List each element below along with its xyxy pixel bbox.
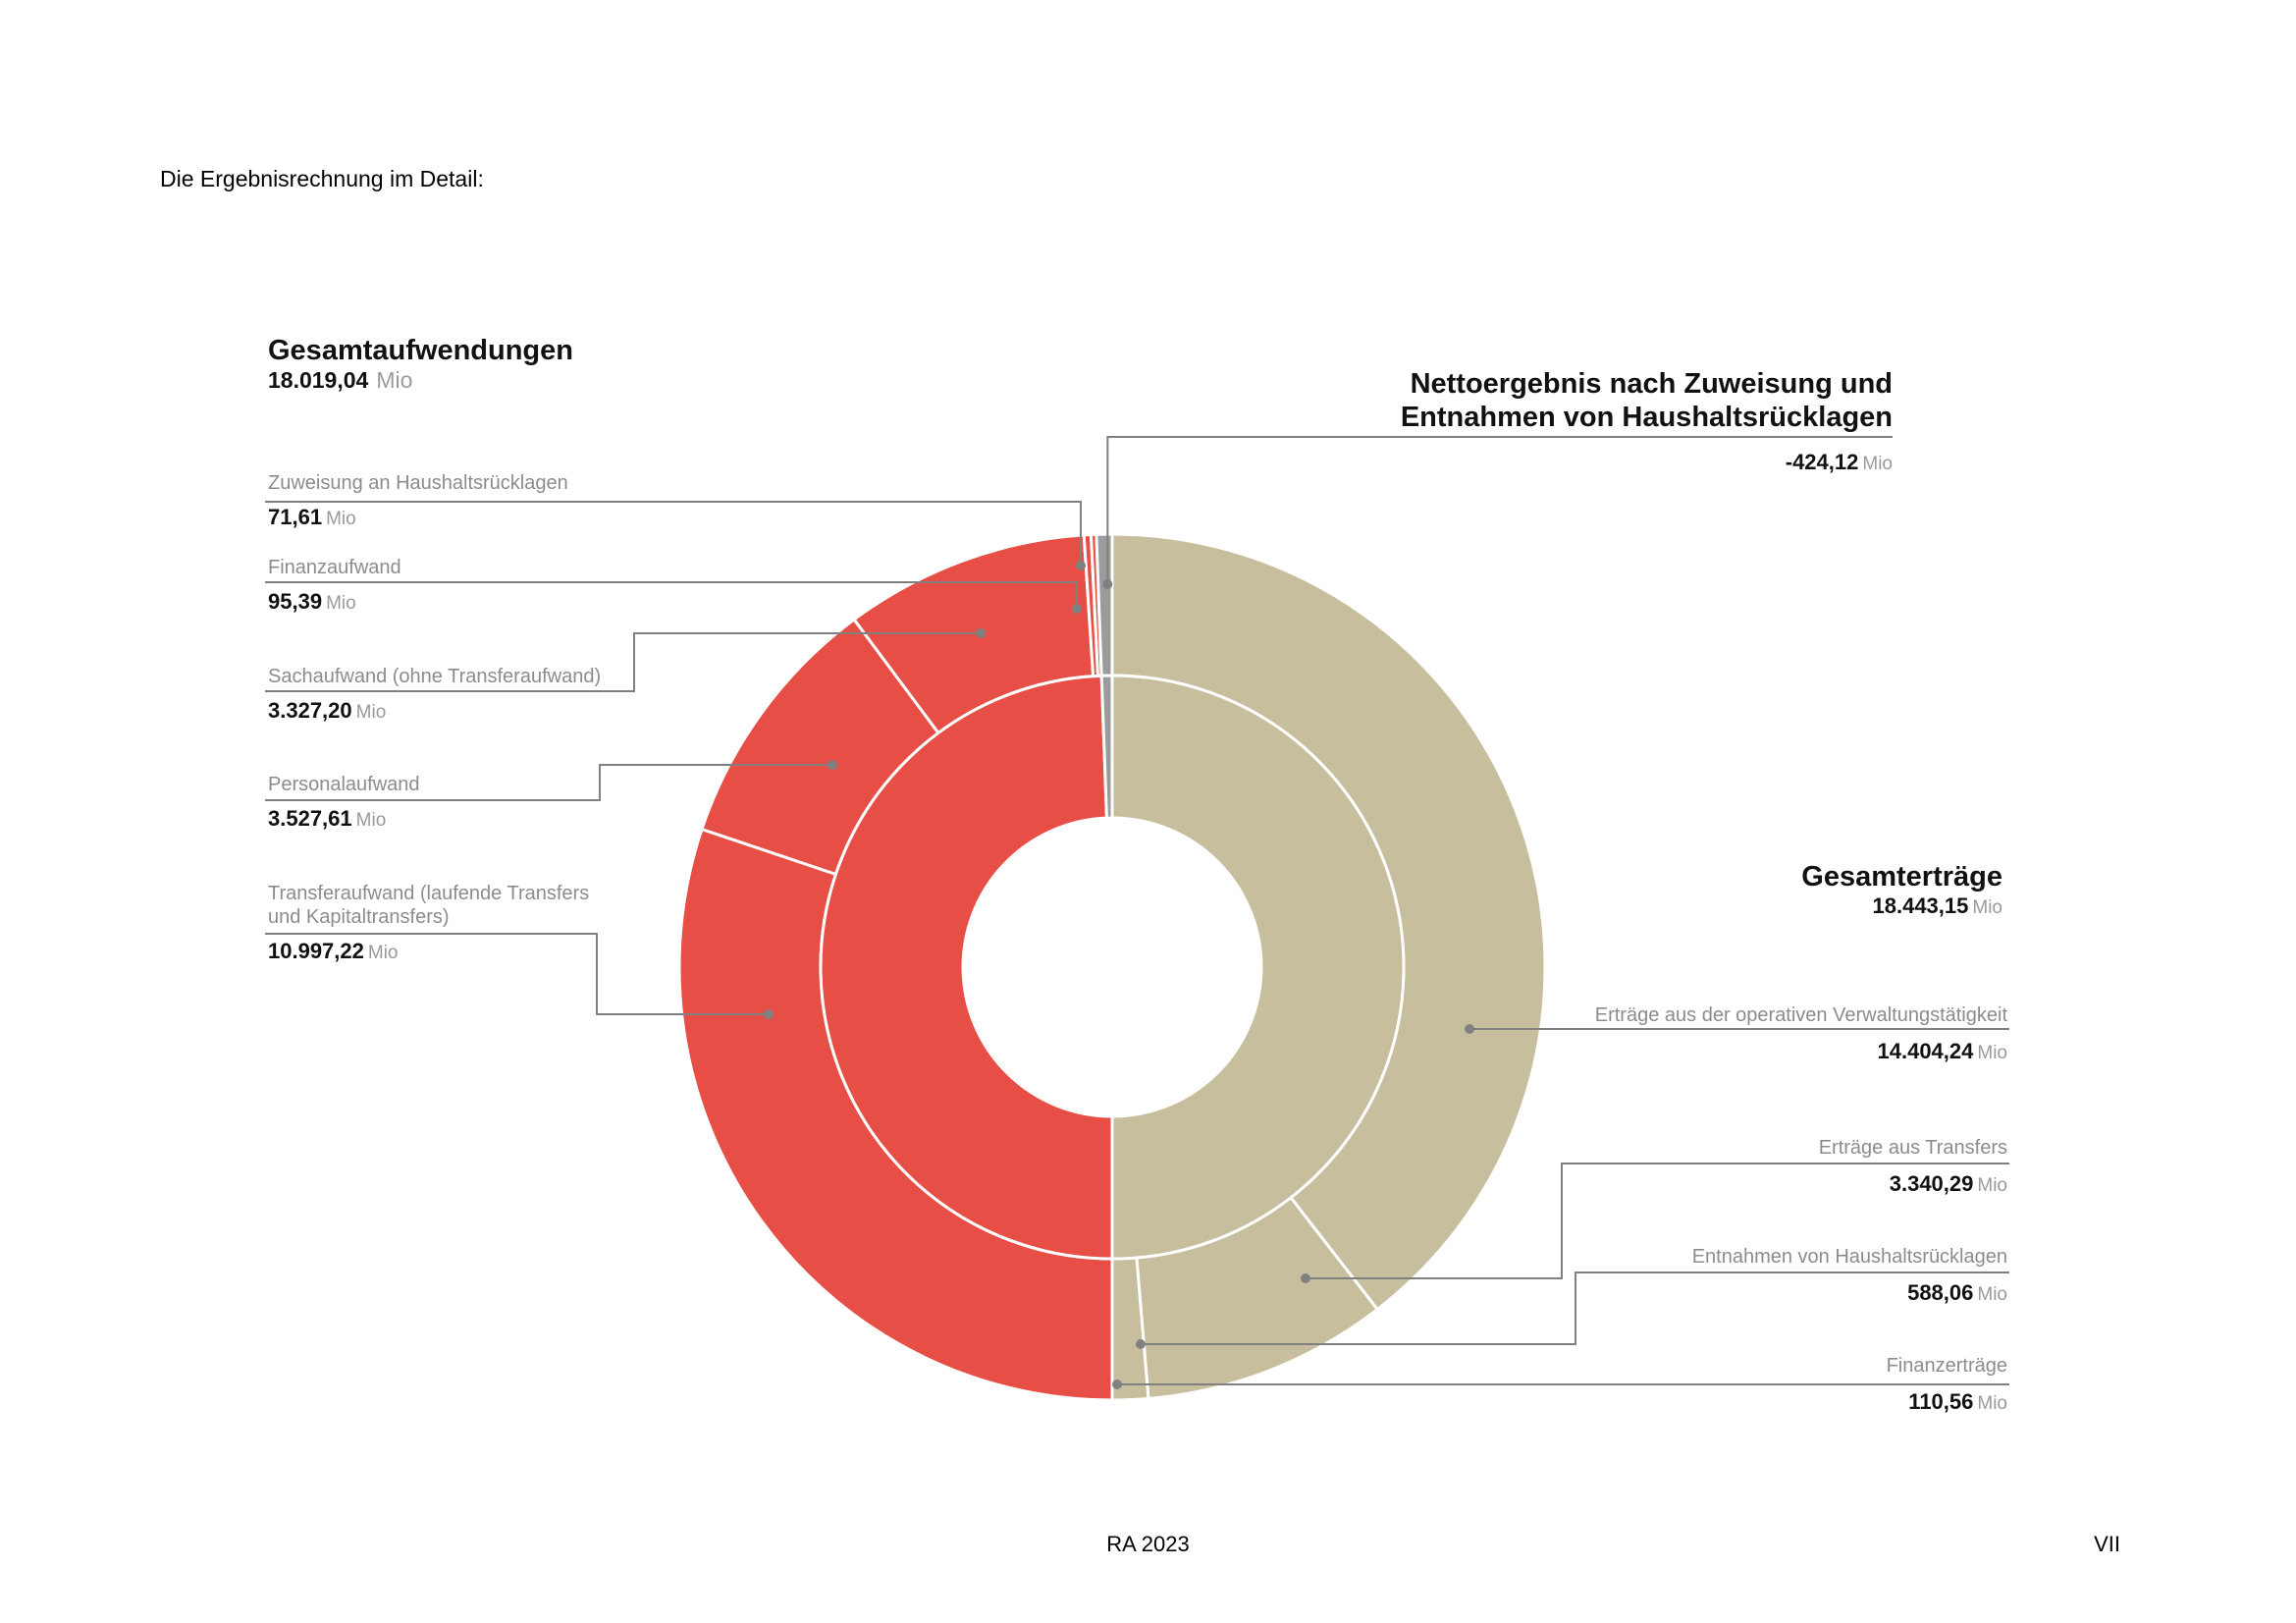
net-value: -424,12 Mio xyxy=(1785,450,1893,474)
income-label-reserves: Entnahmen von Haushaltsrücklagen 588,06 M… xyxy=(1691,1246,2007,1305)
net-title-line2: Entnahmen von Haushaltsrücklagen xyxy=(1400,402,1893,433)
income-label-transfers: Erträge aus Transfers 3.340,29 Mio xyxy=(1818,1137,2007,1196)
expense-label-personnel: Personalaufwand 3.527,61 Mio xyxy=(268,774,420,831)
intro-text: Die Ergebnisrechnung im Detail: xyxy=(160,166,484,191)
expense-total-value: 18.019,04 Mio xyxy=(268,367,413,393)
income-total-arc xyxy=(1099,674,1406,1261)
leader-expense-finance xyxy=(265,581,1078,609)
leader-expense-transfer xyxy=(265,933,769,1015)
income-title: Gesamterträge xyxy=(1801,861,2002,893)
leader-expense-material xyxy=(265,632,981,692)
leader-net-result xyxy=(1106,436,1893,585)
outer-ring xyxy=(677,532,1547,1402)
net-result-label: Nettoergebnis nach Zuweisung und Entnahm… xyxy=(1178,367,1893,475)
dot-income-transfers xyxy=(1301,1273,1310,1283)
leader-lines xyxy=(265,436,2009,1389)
expense-total-label: Gesamtaufwendungen 18.019,04 Mio xyxy=(268,334,573,394)
income-label-finance: Finanzerträge 110,56 Mio xyxy=(1886,1355,2007,1414)
net-title-line1: Nettoergebnis nach Zuweisung und xyxy=(1410,368,1893,400)
leader-expense-personnel xyxy=(265,764,832,801)
expense-label-material: Sachaufwand (ohne Transferaufwand) 3.327… xyxy=(268,666,602,723)
income-label-operative: Erträge aus der operativen Verwaltungstä… xyxy=(1594,1004,2007,1063)
expense-total-arc xyxy=(819,674,1114,1261)
dot-income-finance xyxy=(1112,1380,1122,1389)
dot-expense-finance xyxy=(1072,604,1082,614)
dot-expense-transfer xyxy=(764,1009,774,1019)
expense-label-finance: Finanzaufwand 95,39 Mio xyxy=(268,557,401,614)
leader-expense-reserve xyxy=(265,501,1082,566)
footer-report-name: RA 2023 xyxy=(1106,1532,1190,1556)
dot-expense-reserve xyxy=(1076,561,1086,570)
income-total-label: Gesamterträge 18.443,15 Mio xyxy=(1571,860,2002,919)
income-total-value: 18.443,15 Mio xyxy=(1872,893,2003,918)
dot-expense-personnel xyxy=(828,760,837,770)
expense-label-reserve: Zuweisung an Haushaltsrücklagen 71,61 Mio xyxy=(268,472,568,529)
dot-expense-material xyxy=(976,628,986,638)
inner-ring xyxy=(819,674,1406,1261)
leader-income-reserves xyxy=(1141,1271,2009,1345)
dot-income-operative xyxy=(1465,1024,1474,1034)
dot-net-result xyxy=(1102,579,1113,590)
expense-title: Gesamtaufwendungen xyxy=(268,335,573,366)
net-result-inner-arc xyxy=(1099,674,1114,820)
dot-income-reserves xyxy=(1136,1339,1146,1349)
expense-label-transfer: Transferaufwand (laufende Transfers und … xyxy=(268,883,590,963)
leader-income-transfers xyxy=(1306,1163,2009,1279)
footer-page-number: VII xyxy=(2094,1532,2120,1556)
